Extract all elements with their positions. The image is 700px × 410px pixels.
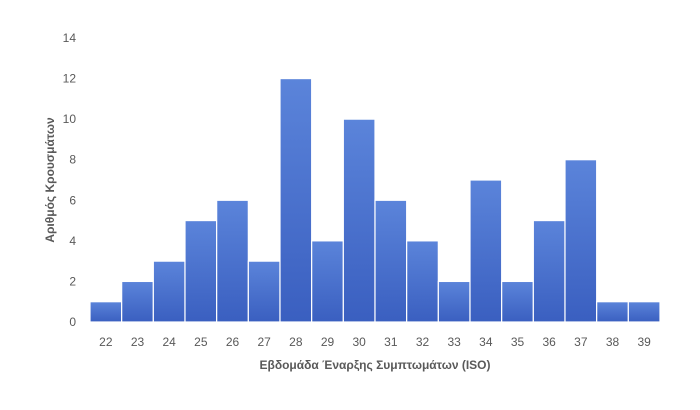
y-tick-label: 2 bbox=[69, 274, 76, 288]
bar-week-30 bbox=[342, 118, 376, 323]
y-tick-label: 14 bbox=[63, 31, 77, 45]
y-tick-label: 12 bbox=[63, 72, 77, 86]
bar-week-39 bbox=[627, 301, 661, 323]
bar-week-35 bbox=[501, 280, 534, 323]
bar-week-25 bbox=[184, 219, 218, 323]
y-tick-label: 4 bbox=[69, 234, 76, 248]
y-tick-label: 10 bbox=[63, 112, 77, 126]
bar-week-27 bbox=[247, 260, 281, 323]
x-axis-title: Εβδομάδα Έναρξης Συμπτωμάτων (ISO) bbox=[259, 358, 490, 372]
x-tick-label: 24 bbox=[162, 335, 176, 349]
bar-week-33 bbox=[437, 280, 471, 323]
x-tick-label: 32 bbox=[416, 335, 430, 349]
x-tick-label: 26 bbox=[226, 335, 240, 349]
bar-week-23 bbox=[121, 280, 154, 323]
x-tick-label: 38 bbox=[606, 335, 620, 349]
x-tick-label: 36 bbox=[542, 335, 556, 349]
bar-week-32 bbox=[406, 240, 439, 323]
x-tick-label: 37 bbox=[574, 335, 588, 349]
x-tick-label: 23 bbox=[131, 335, 145, 349]
x-tick-label: 28 bbox=[289, 335, 303, 349]
x-tick-label: 33 bbox=[447, 335, 461, 349]
x-tick-label: 22 bbox=[99, 335, 113, 349]
y-tick-label: 8 bbox=[69, 153, 76, 167]
bar-week-26 bbox=[216, 199, 249, 323]
y-tick-label: 6 bbox=[69, 193, 76, 207]
x-tick-label: 35 bbox=[511, 335, 525, 349]
bars-group bbox=[89, 77, 661, 323]
bar-week-31 bbox=[374, 199, 408, 323]
bar-week-29 bbox=[311, 240, 344, 323]
bar-week-37 bbox=[564, 159, 598, 323]
bar-week-28 bbox=[279, 77, 313, 323]
x-tick-label: 29 bbox=[321, 335, 335, 349]
y-axis-title: Αριθμός Κρουσμάτων bbox=[43, 117, 57, 243]
y-tick-label: 0 bbox=[69, 315, 76, 329]
y-axis-ticks: 0 2 4 6 8 10 12 14 bbox=[63, 31, 77, 329]
x-tick-label: 25 bbox=[194, 335, 208, 349]
x-tick-label: 27 bbox=[257, 335, 271, 349]
x-tick-label: 39 bbox=[637, 335, 651, 349]
x-tick-label: 31 bbox=[384, 335, 398, 349]
bar-week-22 bbox=[89, 301, 123, 323]
x-tick-label: 30 bbox=[352, 335, 366, 349]
bar-week-34 bbox=[469, 179, 503, 323]
bar-week-24 bbox=[152, 260, 186, 323]
x-axis-ticks: 22 23 24 25 26 27 28 29 30 31 32 33 34 35 36 37 38 39 bbox=[99, 335, 651, 349]
bar-week-38 bbox=[596, 301, 629, 323]
bar-week-36 bbox=[532, 219, 566, 323]
x-tick-label: 34 bbox=[479, 335, 493, 349]
